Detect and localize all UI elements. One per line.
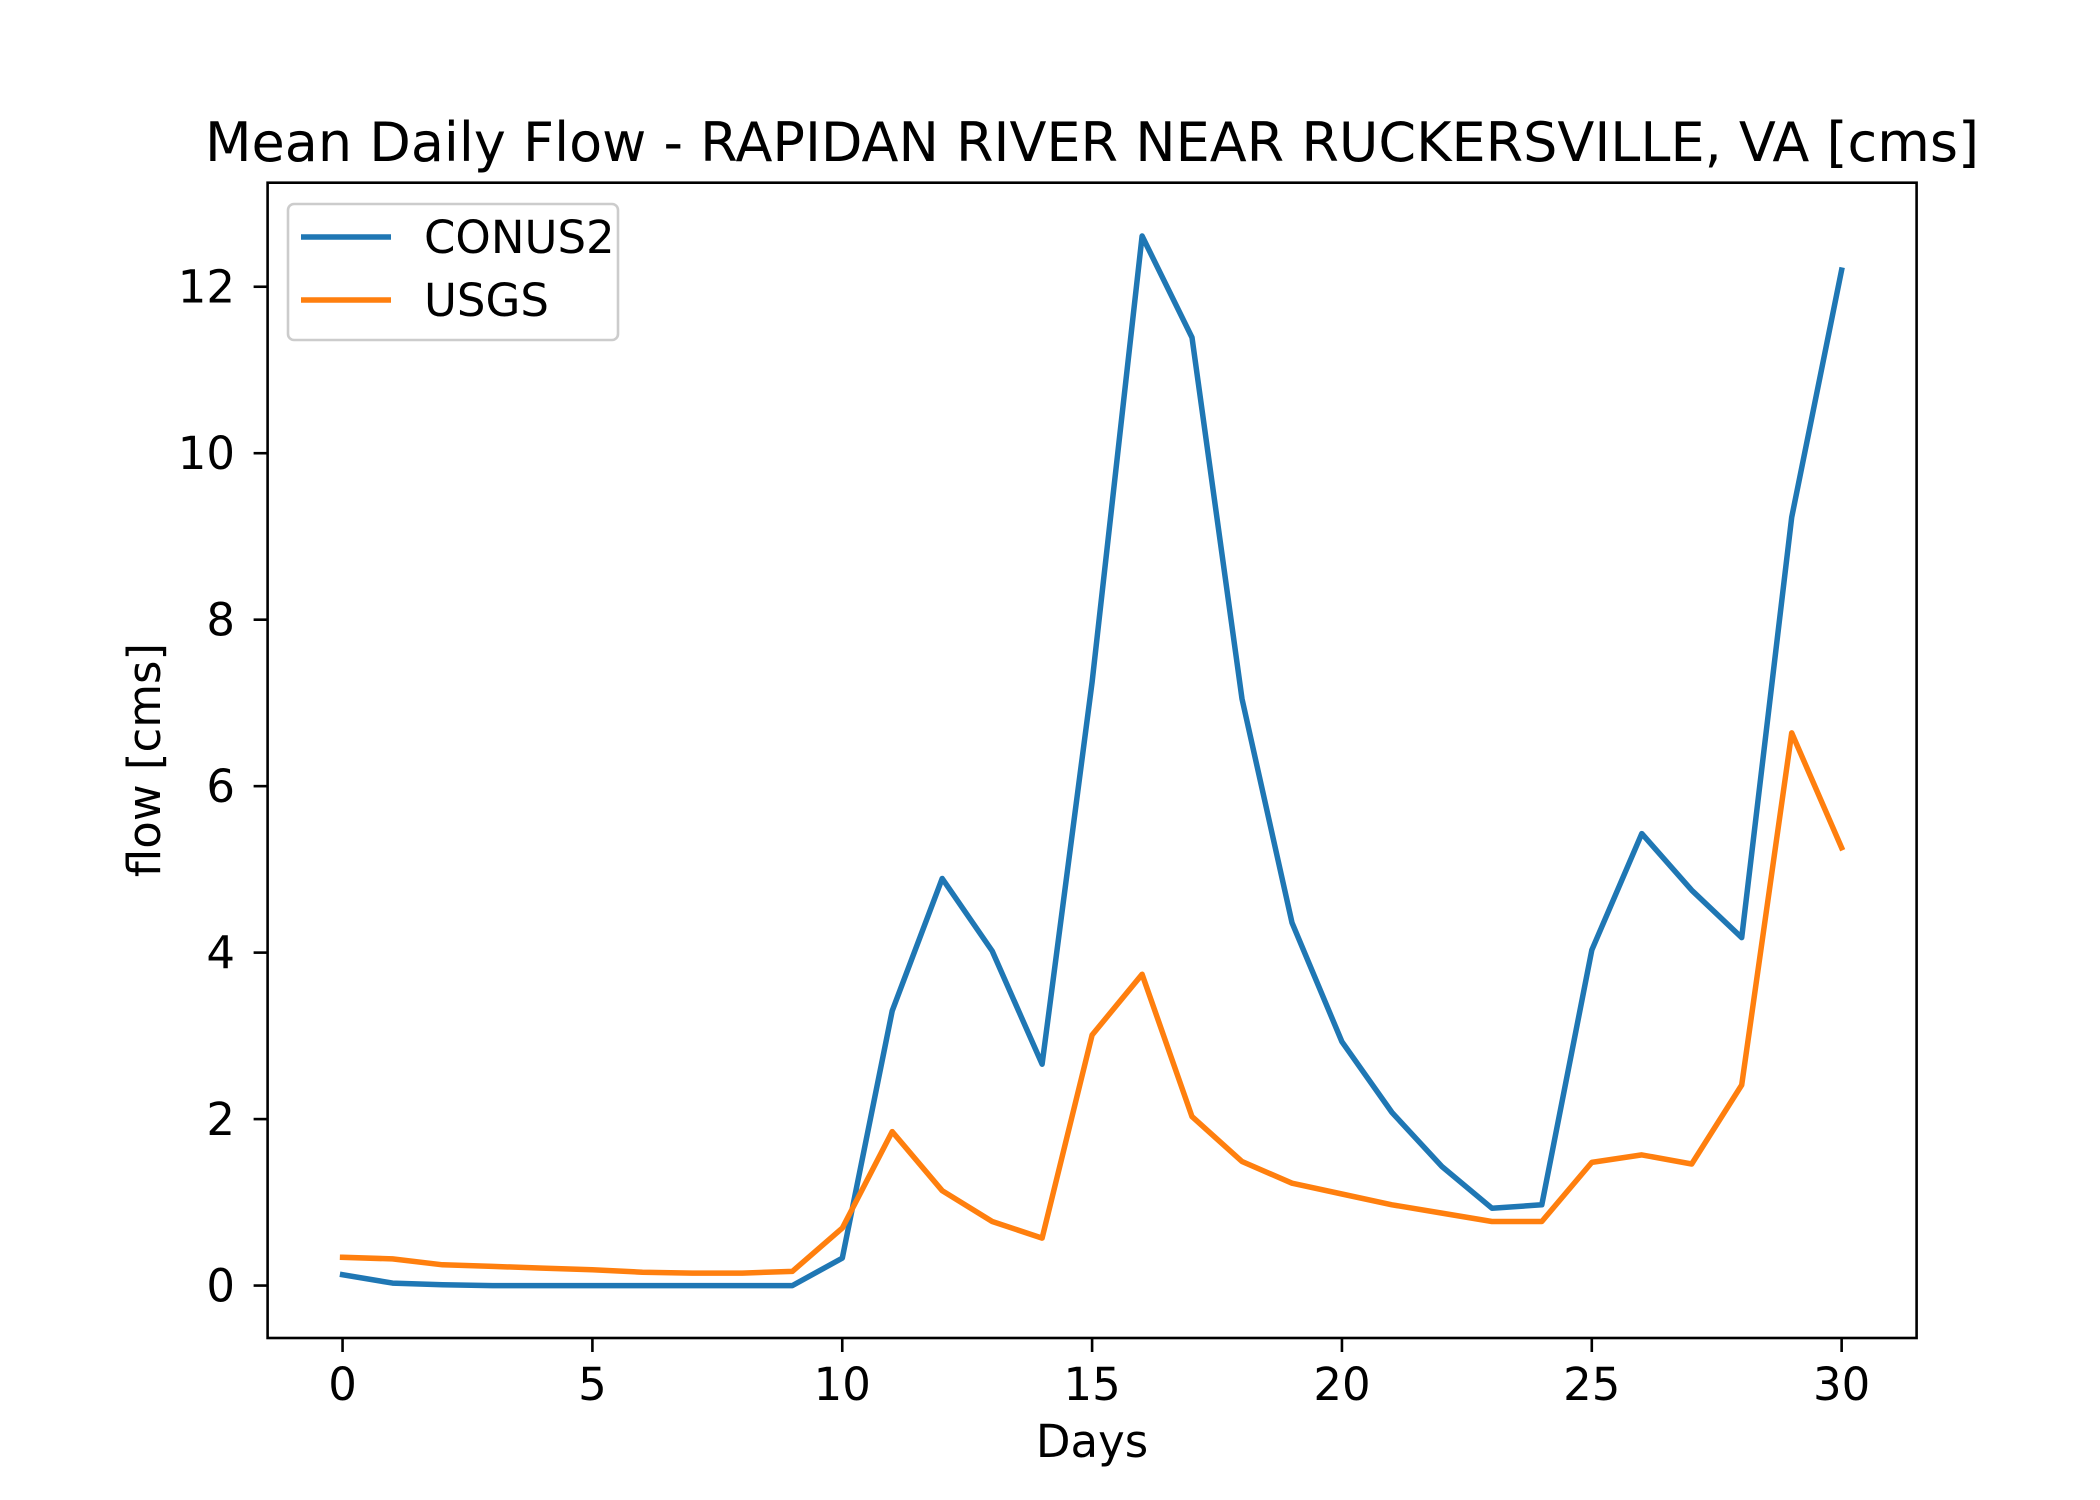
legend-label-usgs: USGS bbox=[424, 274, 549, 327]
x-axis-label: Days bbox=[1036, 1415, 1148, 1468]
x-axis-ticks: 0 5 10 15 20 25 30 bbox=[328, 1338, 1870, 1411]
y-tick-label: 12 bbox=[178, 261, 235, 314]
x-tick-label: 15 bbox=[1063, 1358, 1120, 1411]
x-tick-label: 0 bbox=[328, 1358, 357, 1411]
x-tick-label: 20 bbox=[1313, 1358, 1370, 1411]
y-tick-label: 6 bbox=[206, 760, 235, 813]
y-tick-label: 2 bbox=[206, 1093, 235, 1146]
series-layer bbox=[339, 233, 1846, 1289]
series-line-usgs bbox=[339, 730, 1846, 1276]
legend: CONUS2 USGS bbox=[286, 202, 620, 342]
y-tick-label: 4 bbox=[206, 927, 235, 980]
chart-title: Mean Daily Flow - RAPIDAN RIVER NEAR RUC… bbox=[205, 111, 1979, 174]
y-tick-label: 0 bbox=[206, 1260, 235, 1313]
y-axis-label: flow [cms] bbox=[118, 643, 171, 877]
x-tick-label: 30 bbox=[1813, 1358, 1870, 1411]
legend-label-conus2: CONUS2 bbox=[424, 211, 615, 264]
x-tick-label: 5 bbox=[578, 1358, 607, 1411]
x-tick-label: 10 bbox=[814, 1358, 871, 1411]
y-axis-ticks: 0 2 4 6 8 10 12 bbox=[178, 261, 268, 1313]
y-tick-label: 8 bbox=[206, 594, 235, 647]
y-tick-label: 10 bbox=[178, 427, 235, 480]
series-line-conus2 bbox=[339, 233, 1845, 1289]
x-tick-label: 25 bbox=[1563, 1358, 1620, 1411]
